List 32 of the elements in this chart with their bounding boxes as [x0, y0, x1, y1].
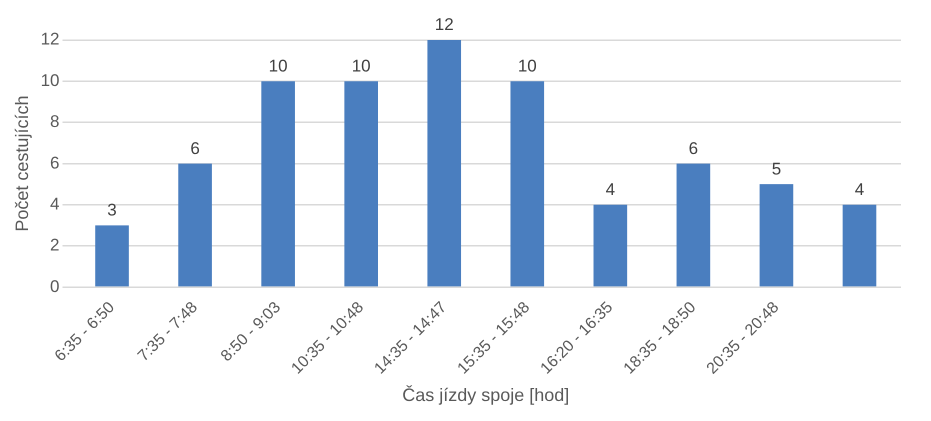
data-label: 4: [606, 180, 616, 199]
data-label: 6: [688, 138, 698, 158]
bar: [344, 81, 378, 286]
bar: [178, 164, 212, 286]
data-label: 10: [518, 56, 537, 76]
bar: [760, 184, 794, 286]
data-label: 4: [854, 180, 864, 199]
y-tick-label: 8: [50, 112, 60, 132]
x-axis-title: Čas jízdy spoje [hod]: [402, 385, 570, 406]
data-label: 12: [434, 15, 454, 34]
x-tick-label: 8:50 - 9:03: [218, 298, 284, 365]
y-tick-label: 4: [50, 194, 60, 214]
data-label: 10: [352, 56, 371, 76]
data-label: 3: [107, 200, 117, 220]
bar: [842, 204, 876, 286]
bar: [676, 164, 710, 286]
y-tick-label: 10: [40, 70, 60, 90]
y-tick-label: 12: [40, 30, 60, 49]
y-tick-label: 0: [50, 276, 60, 296]
x-tick-label: 6:35 - 6:50: [52, 298, 118, 365]
data-label: 6: [190, 138, 200, 158]
y-tick-label: 6: [50, 153, 60, 172]
data-label: 5: [772, 159, 782, 178]
y-tick-label: 2: [50, 236, 60, 255]
bar: [427, 40, 462, 286]
data-label: 10: [268, 56, 288, 76]
bar: [594, 204, 628, 286]
x-tick-label: 7:35 - 7:48: [134, 298, 202, 365]
y-axis-title: Počet cestujících: [12, 96, 32, 232]
bar: [261, 81, 295, 286]
bar: [510, 81, 544, 286]
bar: [95, 225, 129, 286]
